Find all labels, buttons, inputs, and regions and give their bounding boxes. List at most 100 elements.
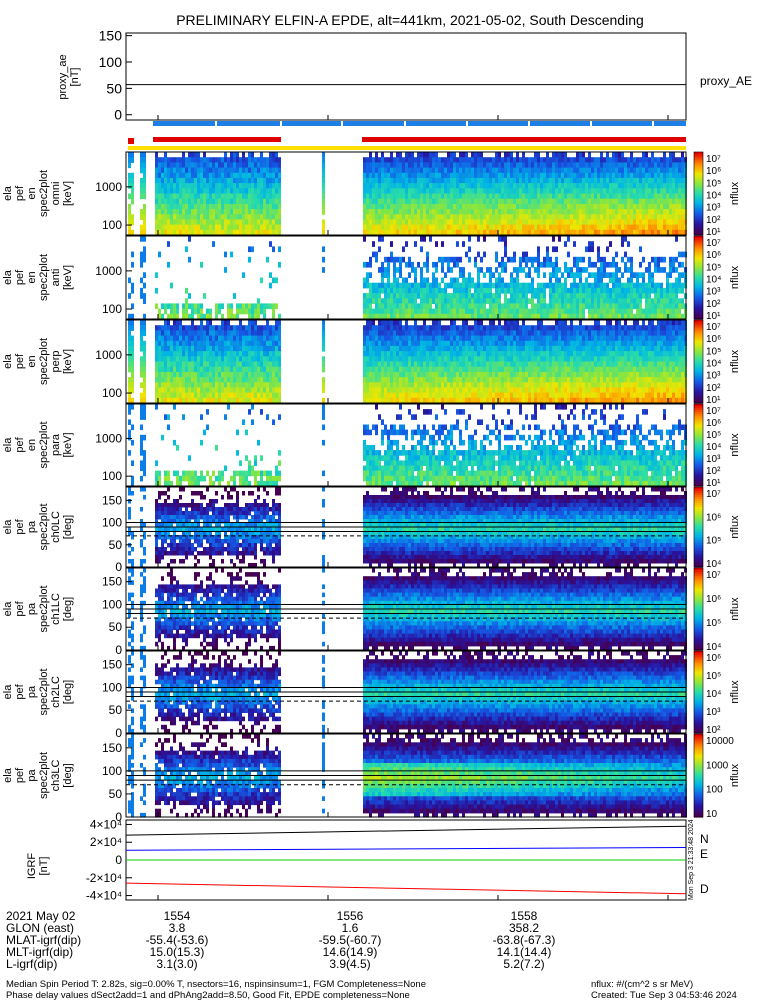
heatmap-cell	[266, 256, 269, 263]
heatmap-cell	[465, 293, 468, 299]
heatmap-cell	[170, 282, 173, 289]
heatmap-cell	[444, 298, 447, 304]
heatmap-cell	[423, 277, 426, 284]
heatmap-cell	[176, 183, 179, 189]
heatmap-cell	[501, 308, 504, 315]
heatmap-cell	[648, 287, 651, 294]
colorbar-cell	[694, 222, 703, 226]
heatmap-cell	[600, 298, 603, 304]
heatmap-cell	[230, 366, 233, 373]
heatmap-cell	[390, 193, 393, 200]
heatmap-cell	[648, 267, 651, 273]
heatmap-cell	[576, 267, 579, 273]
heatmap-cell	[537, 157, 540, 163]
heatmap-cell	[534, 198, 537, 205]
heatmap-cell	[669, 308, 672, 315]
heatmap-cell	[510, 229, 513, 236]
heatmap-cell	[552, 209, 555, 215]
heatmap-cell	[272, 313, 275, 320]
heatmap-cell	[660, 298, 663, 304]
heatmap-cell	[519, 214, 522, 220]
heatmap-cell	[465, 219, 468, 226]
heatmap-cell	[363, 335, 366, 342]
heatmap-cell	[363, 371, 366, 378]
heatmap-cell	[161, 177, 164, 184]
heatmap-cell	[230, 203, 233, 210]
heatmap-cell	[227, 209, 230, 215]
heatmap-cell	[206, 157, 209, 163]
heatmap-cell	[594, 188, 597, 194]
heatmap-cell	[471, 198, 474, 205]
heatmap-cell	[257, 177, 260, 184]
heatmap-cell	[278, 382, 281, 388]
heatmap-cell	[140, 345, 143, 352]
colorbar-cell	[694, 283, 703, 287]
heatmap-cell	[378, 224, 381, 231]
heatmap-cell	[272, 325, 275, 331]
heatmap-cell	[585, 177, 588, 184]
heatmap-cell	[456, 277, 459, 284]
heatmap-cell	[453, 219, 456, 226]
heatmap-cell	[408, 183, 411, 189]
heatmap-cell	[381, 193, 384, 200]
heatmap-cell	[465, 172, 468, 179]
heatmap-cell	[471, 152, 474, 158]
heatmap-cell	[474, 303, 477, 310]
heatmap-cell	[588, 287, 591, 294]
heatmap-cell	[456, 313, 459, 320]
heatmap-cell	[402, 277, 405, 284]
heatmap-cell	[519, 229, 522, 236]
heatmap-cell	[372, 298, 375, 304]
heatmap-cell	[510, 303, 513, 310]
heatmap-cell	[477, 193, 480, 200]
heatmap-cell	[654, 193, 657, 200]
heatmap-cell	[597, 303, 600, 310]
heatmap-cell	[375, 188, 378, 194]
heatmap-cell	[624, 209, 627, 215]
heatmap-cell	[363, 356, 366, 362]
heatmap-cell	[444, 335, 447, 342]
heatmap-cell	[567, 214, 570, 220]
heatmap-cell	[678, 162, 681, 169]
heatmap-cell	[155, 287, 158, 294]
heatmap-cell	[170, 203, 173, 210]
colorbar-cell	[694, 187, 703, 190]
heatmap-cell	[176, 308, 179, 315]
heatmap-cell	[429, 224, 432, 231]
heatmap-cell	[322, 335, 325, 342]
heatmap-cell	[519, 203, 522, 210]
heatmap-cell	[203, 198, 206, 205]
heatmap-cell	[552, 287, 555, 294]
heatmap-cell	[188, 183, 191, 189]
heatmap-cell	[441, 229, 444, 236]
heatmap-cell	[161, 203, 164, 210]
heatmap-cell	[260, 203, 263, 210]
heatmap-cell	[369, 397, 372, 404]
heatmap-cell	[366, 198, 369, 205]
heatmap-cell	[200, 157, 203, 163]
heatmap-cell	[390, 366, 393, 373]
heatmap-cell	[260, 183, 263, 189]
heatmap-cell	[408, 330, 411, 337]
heatmap-cell	[164, 157, 167, 163]
heatmap-cell	[417, 356, 420, 362]
heatmap-cell	[432, 371, 435, 378]
heatmap-cell	[447, 224, 450, 231]
heatmap-cell	[519, 162, 522, 169]
colorbar-tick-label: 10³	[706, 203, 721, 214]
heatmap-cell	[233, 392, 236, 399]
heatmap-cell	[212, 241, 215, 247]
heatmap-cell	[612, 188, 615, 194]
heatmap-cell	[468, 224, 471, 231]
heatmap-cell	[179, 188, 182, 194]
heatmap-cell	[420, 366, 423, 373]
heatmap-cell	[477, 251, 480, 258]
heatmap-cell	[435, 287, 438, 294]
heatmap-cell	[167, 188, 170, 194]
heatmap-cell	[609, 313, 612, 320]
heatmap-cell	[447, 345, 450, 352]
heatmap-cell	[525, 198, 528, 205]
heatmap-cell	[576, 287, 579, 294]
heatmap-cell	[227, 162, 230, 169]
heatmap-cell	[663, 229, 666, 236]
